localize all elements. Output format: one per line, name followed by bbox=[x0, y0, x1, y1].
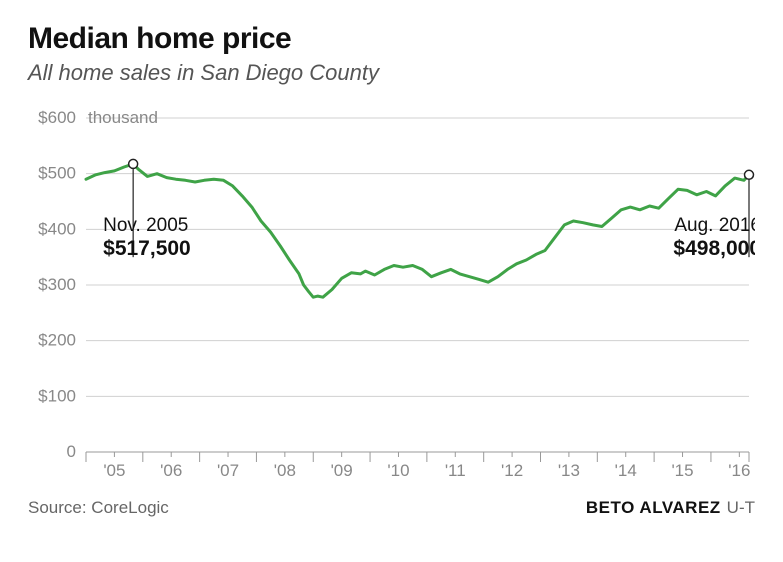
credit-org: U-T bbox=[727, 498, 755, 517]
chart-footer: Source: CoreLogic BETO ALVAREZ U-T bbox=[28, 498, 755, 518]
chart-subtitle: All home sales in San Diego County bbox=[28, 60, 755, 86]
svg-text:'07: '07 bbox=[217, 461, 239, 480]
chart-title: Median home price bbox=[28, 22, 755, 56]
svg-text:'10: '10 bbox=[387, 461, 409, 480]
svg-text:'12: '12 bbox=[501, 461, 523, 480]
svg-text:$500: $500 bbox=[38, 164, 76, 183]
chart-container: Median home price All home sales in San … bbox=[0, 0, 783, 562]
svg-text:$517,500: $517,500 bbox=[103, 237, 191, 260]
svg-text:'08: '08 bbox=[274, 461, 296, 480]
svg-text:$400: $400 bbox=[38, 219, 76, 238]
svg-text:'14: '14 bbox=[615, 461, 637, 480]
line-chart-svg: 0 $100 $200 $300 $400 $500 $600 thousand '05 '06 '… bbox=[28, 98, 755, 486]
svg-text:'13: '13 bbox=[558, 461, 580, 480]
svg-text:Aug. 2016: Aug. 2016 bbox=[674, 215, 755, 236]
svg-text:'15: '15 bbox=[671, 461, 693, 480]
svg-text:'05: '05 bbox=[103, 461, 125, 480]
svg-text:'11: '11 bbox=[445, 461, 466, 480]
svg-text:'09: '09 bbox=[331, 461, 353, 480]
plot-area: 0 $100 $200 $300 $400 $500 $600 thousand '05 '06 '… bbox=[28, 98, 755, 486]
source-label: Source: CoreLogic bbox=[28, 498, 169, 518]
credit: BETO ALVAREZ U-T bbox=[586, 498, 755, 518]
svg-text:'06: '06 bbox=[160, 461, 182, 480]
svg-text:Nov. 2005: Nov. 2005 bbox=[103, 215, 188, 236]
svg-text:$600: $600 bbox=[38, 108, 76, 127]
svg-text:0: 0 bbox=[67, 442, 76, 461]
credit-name: BETO ALVAREZ bbox=[586, 498, 721, 517]
svg-text:$200: $200 bbox=[38, 331, 76, 350]
svg-text:thousand: thousand bbox=[88, 108, 158, 127]
svg-text:$300: $300 bbox=[38, 275, 76, 294]
svg-text:$100: $100 bbox=[38, 386, 76, 405]
svg-text:$498,000: $498,000 bbox=[673, 237, 755, 260]
svg-text:'16: '16 bbox=[728, 461, 750, 480]
